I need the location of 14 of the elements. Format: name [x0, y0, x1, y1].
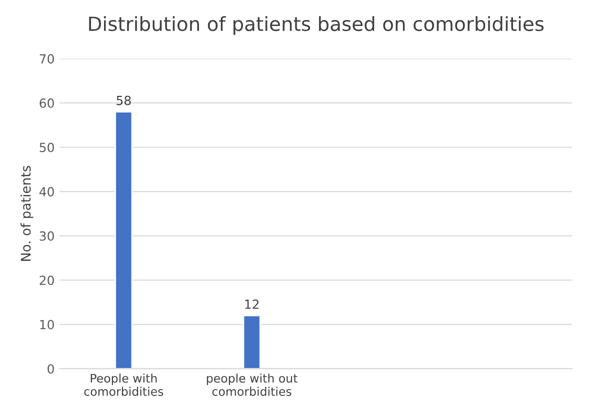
x-tick-label: people with out comorbidities	[206, 374, 298, 396]
y-tick-label: 60	[40, 98, 54, 108]
y-tick-label: 20	[40, 276, 54, 286]
data-label: 12	[245, 300, 259, 309]
y-tick-label: 50	[40, 142, 54, 152]
x-tick-label: People with comorbidities	[84, 374, 164, 396]
y-axis-title: No. of patients	[20, 166, 34, 261]
data-label: 58	[116, 96, 131, 106]
y-tick-label: 30	[40, 231, 54, 241]
y-tick-label: 70	[40, 54, 54, 64]
chart-title: Distribution of patients based on comorbidities	[89, 16, 544, 35]
y-tick-label: 10	[40, 320, 54, 330]
y-tick-label: 40	[39, 187, 54, 196]
y-tick-label: 0	[48, 364, 54, 374]
